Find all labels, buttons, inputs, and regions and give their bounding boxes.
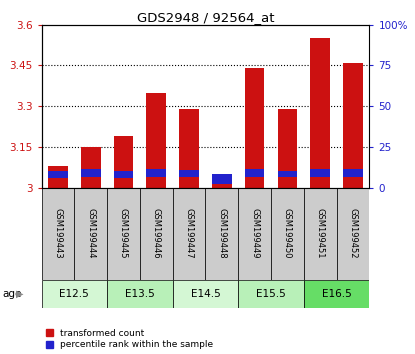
Bar	[42, 188, 74, 280]
Bar	[48, 171, 68, 178]
Text: GSM199449: GSM199449	[250, 209, 259, 259]
Bar	[271, 188, 304, 280]
Bar	[114, 136, 133, 188]
Bar	[81, 147, 100, 188]
Bar	[107, 280, 173, 308]
Bar	[278, 171, 297, 177]
Bar	[173, 280, 238, 308]
Bar	[212, 173, 232, 184]
Text: GSM199445: GSM199445	[119, 209, 128, 259]
Bar	[245, 68, 264, 188]
Text: E15.5: E15.5	[256, 289, 286, 299]
Bar	[114, 171, 133, 178]
Bar	[238, 280, 304, 308]
Bar	[278, 109, 297, 188]
Bar	[304, 188, 337, 280]
Bar	[42, 280, 107, 308]
Bar	[146, 93, 166, 188]
Bar	[179, 170, 199, 177]
Bar	[238, 188, 271, 280]
Bar	[343, 63, 363, 188]
Bar	[81, 169, 100, 177]
Bar	[310, 169, 330, 177]
Bar	[304, 280, 369, 308]
Text: GSM199450: GSM199450	[283, 209, 292, 259]
Text: ▶: ▶	[16, 289, 23, 299]
Bar	[48, 166, 68, 188]
Bar	[212, 182, 232, 188]
Text: E12.5: E12.5	[59, 289, 89, 299]
Text: GSM199446: GSM199446	[152, 208, 161, 259]
Bar	[205, 188, 238, 280]
Text: GSM199452: GSM199452	[349, 209, 357, 259]
Bar	[146, 169, 166, 177]
Legend: transformed count, percentile rank within the sample: transformed count, percentile rank withi…	[46, 329, 214, 349]
Text: age: age	[2, 289, 22, 299]
Bar	[74, 188, 107, 280]
Text: GSM199448: GSM199448	[217, 208, 226, 259]
Title: GDS2948 / 92564_at: GDS2948 / 92564_at	[137, 11, 274, 24]
Text: GSM199451: GSM199451	[316, 209, 325, 259]
Text: GSM199447: GSM199447	[185, 208, 193, 259]
Bar	[310, 38, 330, 188]
Bar	[337, 188, 369, 280]
Bar	[245, 169, 264, 177]
Text: E14.5: E14.5	[190, 289, 220, 299]
Bar	[173, 188, 205, 280]
Text: E13.5: E13.5	[125, 289, 155, 299]
Bar	[179, 109, 199, 188]
Bar	[140, 188, 173, 280]
Text: E16.5: E16.5	[322, 289, 352, 299]
Text: GSM199444: GSM199444	[86, 209, 95, 259]
Bar	[343, 169, 363, 177]
Bar	[107, 188, 140, 280]
Text: GSM199443: GSM199443	[54, 208, 62, 259]
